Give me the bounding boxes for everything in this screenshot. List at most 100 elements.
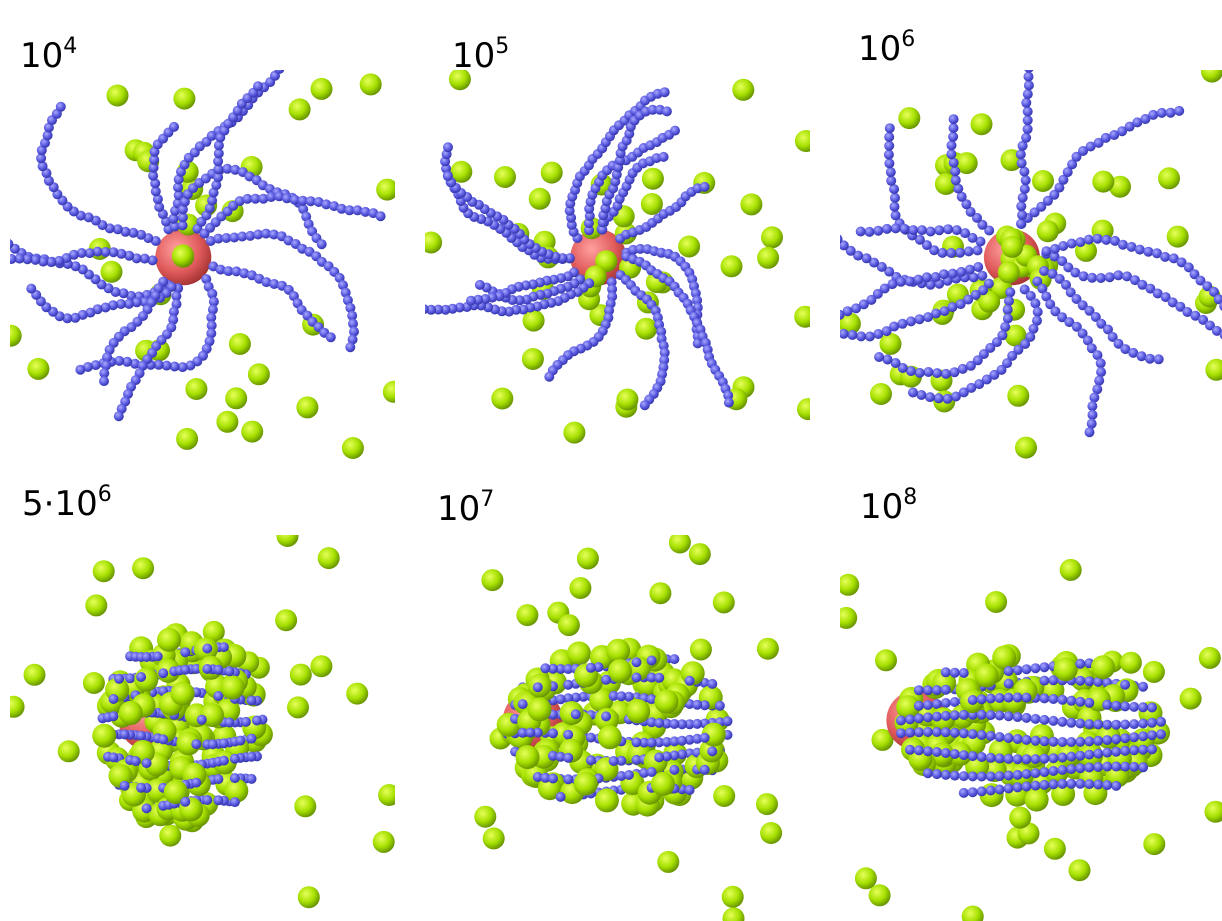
blue-bead <box>959 771 969 781</box>
blue-bead <box>659 152 669 162</box>
blue-bead <box>1025 45 1035 55</box>
blue-bead <box>1057 695 1067 705</box>
blue-bead <box>75 365 85 375</box>
blue-bead <box>7 254 17 264</box>
blue-bead <box>1118 240 1128 250</box>
blue-bead <box>1087 401 1097 411</box>
blue-bead <box>1022 735 1032 745</box>
green-sphere <box>289 98 311 120</box>
blue-bead <box>830 326 840 336</box>
green-sphere <box>971 113 993 135</box>
blue-bead <box>953 184 963 194</box>
blue-bead <box>825 230 835 240</box>
blue-bead <box>886 167 896 177</box>
blue-bead <box>1156 729 1166 739</box>
blue-bead <box>125 673 135 683</box>
blue-bead <box>941 727 951 737</box>
green-sphere <box>360 73 382 95</box>
blue-bead <box>1016 219 1026 229</box>
blue-bead <box>1031 754 1041 764</box>
blue-bead <box>412 301 422 311</box>
blue-bead <box>1004 784 1014 794</box>
blue-bead <box>1120 701 1130 711</box>
blue-bead <box>443 171 453 181</box>
green-sphere <box>0 325 22 347</box>
blue-bead <box>1005 287 1015 297</box>
green-sphere <box>1054 657 1078 681</box>
blue-bead <box>932 368 942 378</box>
green-sphere <box>1060 559 1082 581</box>
blue-bead <box>1093 749 1103 759</box>
blue-bead <box>946 149 956 159</box>
green-sphere <box>835 607 857 629</box>
blue-bead <box>968 771 978 781</box>
blue-bead <box>563 730 573 740</box>
green-sphere <box>529 188 551 210</box>
blue-bead <box>941 667 951 677</box>
blue-bead <box>1066 696 1076 706</box>
green-sphere <box>690 639 712 661</box>
blue-bead <box>941 369 951 379</box>
blue-bead <box>784 311 794 321</box>
blue-bead <box>795 198 805 208</box>
green-sphere <box>655 690 679 714</box>
blue-bead <box>995 711 1005 721</box>
blue-bead <box>317 239 327 249</box>
blue-bead <box>1138 702 1148 712</box>
green-sphere <box>93 560 115 582</box>
blue-bead <box>1022 664 1032 674</box>
blue-bead <box>847 330 857 340</box>
blue-bead <box>813 217 823 227</box>
green-sphere <box>383 381 405 403</box>
blue-bead <box>219 738 229 748</box>
green-sphere <box>1158 167 1180 189</box>
blue-bead <box>654 718 664 728</box>
blue-bead <box>943 394 953 404</box>
blue-bead <box>99 376 109 386</box>
blue-bead <box>1075 763 1085 773</box>
blue-bead <box>1087 273 1097 283</box>
blue-bead <box>230 773 240 783</box>
panel-label: 106 <box>858 27 915 69</box>
green-sphere <box>92 724 116 748</box>
blue-bead <box>968 729 978 739</box>
blue-bead <box>466 296 476 306</box>
green-sphere <box>275 609 297 631</box>
blue-bead <box>326 332 336 342</box>
green-sphere <box>176 428 198 450</box>
green-sphere <box>310 655 332 677</box>
blue-bead <box>1013 734 1023 744</box>
blue-bead <box>916 390 926 400</box>
blue-bead <box>1120 733 1130 743</box>
blue-bead <box>544 372 554 382</box>
blue-bead <box>1017 210 1027 220</box>
blue-bead <box>247 696 257 706</box>
blue-bead <box>1102 720 1112 730</box>
blue-bead <box>883 355 893 365</box>
blue-bead <box>1024 63 1034 73</box>
blue-bead <box>1004 296 1014 306</box>
green-sphere <box>311 78 333 100</box>
blue-bead <box>905 276 915 286</box>
blue-bead <box>609 756 619 766</box>
blue-bead <box>1138 745 1148 755</box>
blue-bead <box>1023 89 1033 99</box>
blue-bead <box>1023 115 1033 125</box>
green-sphere <box>225 387 247 409</box>
blue-bead <box>1111 734 1121 744</box>
green-sphere <box>1143 661 1165 683</box>
blue-bead <box>1031 663 1041 673</box>
blue-bead <box>923 746 933 756</box>
blue-bead <box>950 728 960 738</box>
blue-bead <box>1084 719 1094 729</box>
blue-bead <box>886 176 896 186</box>
blue-bead <box>654 752 664 762</box>
green-sphere <box>880 333 902 355</box>
blue-bead <box>548 728 558 738</box>
blue-bead <box>865 227 875 237</box>
green-sphere <box>241 421 263 443</box>
green-sphere <box>1120 652 1142 674</box>
green-sphere <box>58 740 80 762</box>
blue-bead <box>856 227 866 237</box>
blue-bead <box>950 367 960 377</box>
